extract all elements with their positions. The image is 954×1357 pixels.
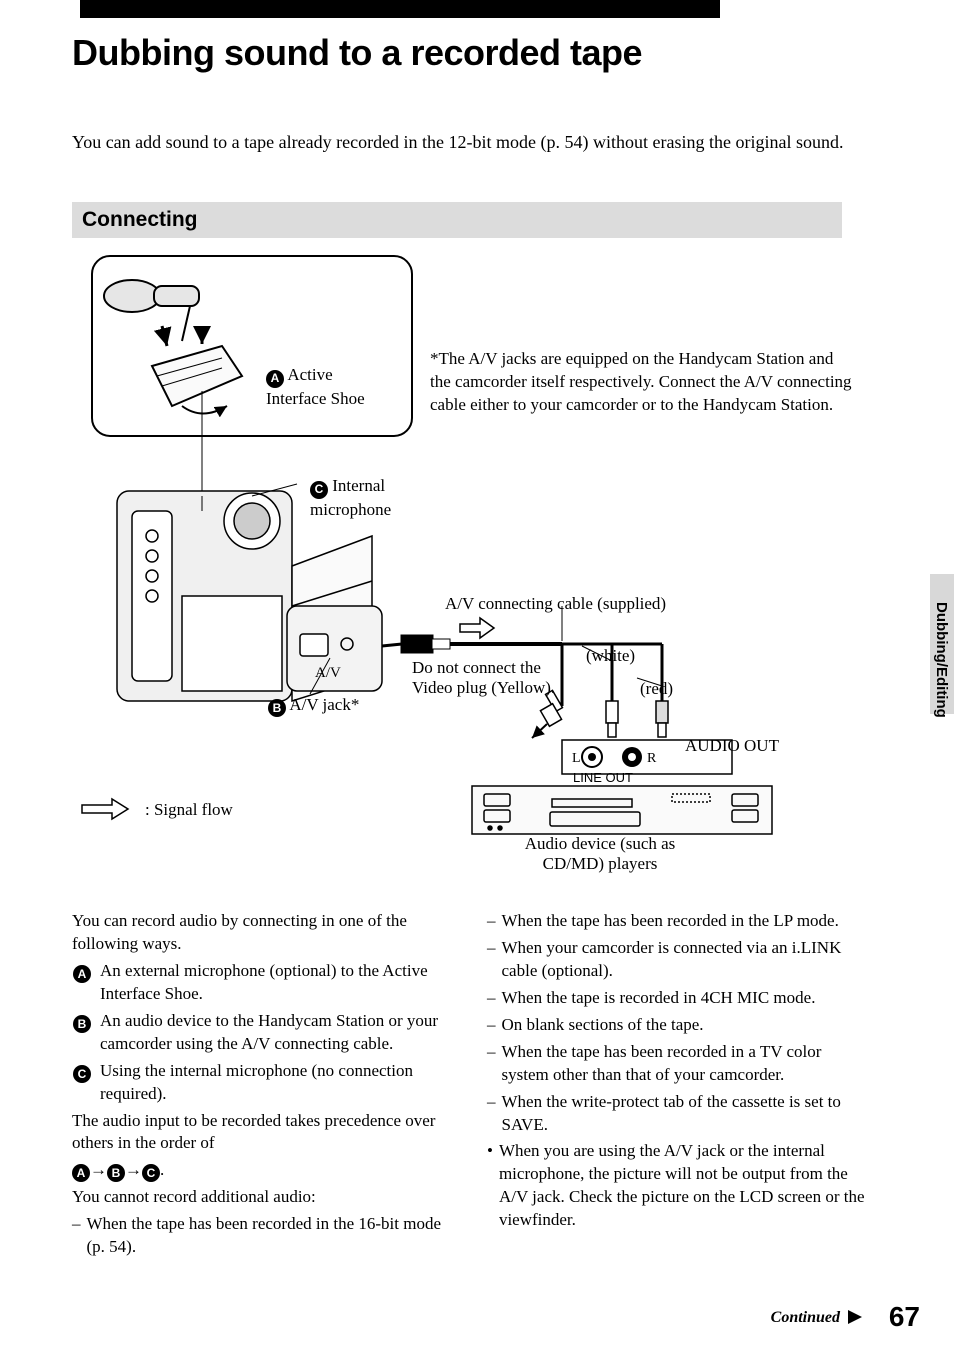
- dash-item: –When the tape has been recorded in the …: [72, 1213, 457, 1259]
- bullet-item: •When you are using the A/V jack or the …: [487, 1140, 872, 1232]
- label-audio-out: AUDIO OUT: [685, 736, 779, 756]
- dash-item: –When your camcorder is connected via an…: [487, 937, 872, 983]
- marker-a-icon: A: [73, 965, 91, 983]
- cannot-text: You cannot record additional audio:: [72, 1186, 457, 1209]
- body-intro: You can record audio by connecting in on…: [72, 910, 457, 956]
- dash-item: –On blank sections of the tape.: [487, 1014, 872, 1037]
- intro-paragraph: You can add sound to a tape already reco…: [72, 130, 862, 155]
- precedence-order: A→B→C.: [72, 1159, 457, 1182]
- side-tab-label: Dubbing/Editing: [933, 602, 950, 718]
- page-title: Dubbing sound to a recorded tape: [72, 32, 642, 74]
- dash-item: –When the write-protect tab of the casse…: [487, 1091, 872, 1137]
- continued-label: Continued: [771, 1309, 862, 1327]
- note-av-jacks: *The A/V jacks are equipped on the Handy…: [430, 348, 855, 417]
- dash-item: –When the tape has been recorded in the …: [487, 910, 872, 933]
- label-white: (white): [586, 646, 635, 666]
- body-columns: You can record audio by connecting in on…: [72, 910, 872, 1263]
- label-av-cable: A/V connecting cable (supplied): [445, 594, 666, 614]
- label-red: (red): [640, 679, 673, 699]
- label-av: A/V: [315, 665, 341, 682]
- list-item-b: B An audio device to the Handycam Statio…: [72, 1010, 457, 1056]
- marker-a-icon: A: [266, 370, 284, 388]
- continued-arrow-icon: [848, 1310, 862, 1324]
- label-no-connect: Do not connect the Video plug (Yellow).: [412, 658, 572, 699]
- page-number: 67: [889, 1301, 920, 1333]
- label-signal-flow: : Signal flow: [145, 800, 233, 820]
- marker-c-icon: C: [73, 1065, 91, 1083]
- dash-item: –When the tape is recorded in 4CH MIC mo…: [487, 987, 872, 1010]
- marker-b-icon: B: [268, 699, 286, 717]
- precedence-text: The audio input to be recorded takes pre…: [72, 1110, 457, 1156]
- dash-item: –When the tape has been recorded in a TV…: [487, 1041, 872, 1087]
- label-audio-device: Audio device (such as CD/MD) players: [495, 834, 705, 875]
- marker-c-icon: C: [310, 481, 328, 499]
- list-item-a: A An external microphone (optional) to t…: [72, 960, 457, 1006]
- right-column: –When the tape has been recorded in the …: [487, 910, 872, 1263]
- marker-b-icon: B: [73, 1015, 91, 1033]
- top-bar: [80, 0, 720, 18]
- label-active-interface-shoe: A Active Interface Shoe: [266, 364, 365, 409]
- label-internal-mic: C Internal microphone: [310, 475, 391, 520]
- left-column: You can record audio by connecting in on…: [72, 910, 457, 1263]
- section-header-bar: Connecting: [72, 202, 842, 238]
- connecting-diagram: L R: [72, 246, 842, 886]
- list-item-c: C Using the internal microphone (no conn…: [72, 1060, 457, 1106]
- label-av-jack: B A/V jack*: [268, 695, 359, 717]
- label-line-out: LINE OUT: [573, 770, 633, 785]
- svg-text:R: R: [647, 751, 657, 766]
- svg-text:L: L: [572, 751, 581, 766]
- section-header: Connecting: [82, 208, 198, 231]
